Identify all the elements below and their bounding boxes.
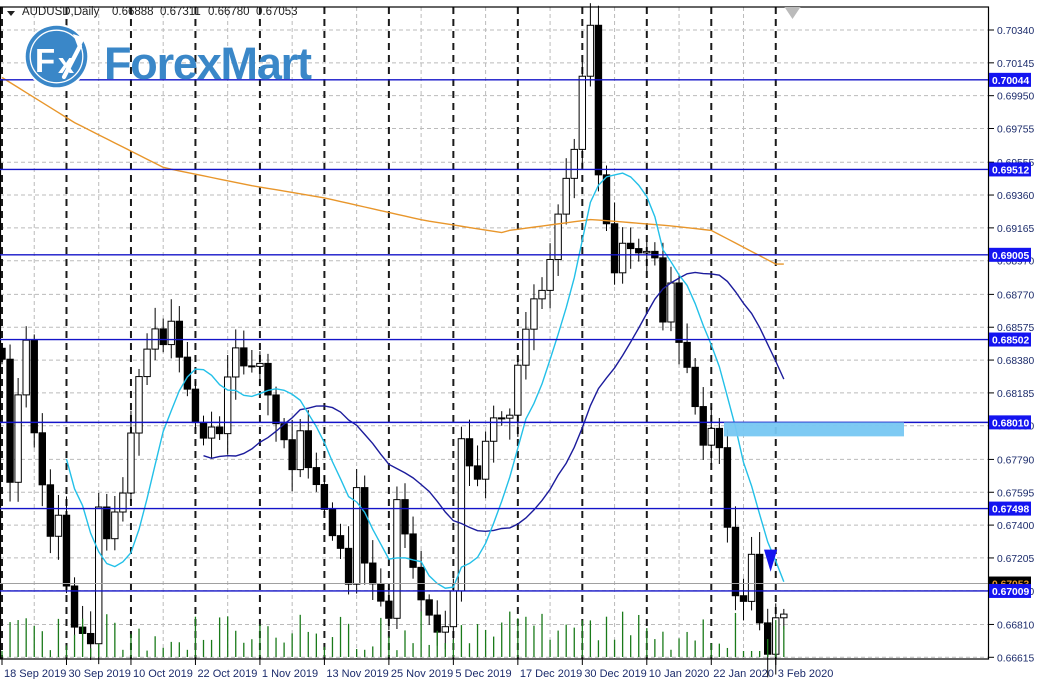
svg-text:0.67498: 0.67498: [992, 505, 1029, 516]
svg-text:10 Jan 2020: 10 Jan 2020: [649, 668, 710, 679]
svg-text:30 Sep 2019: 30 Sep 2019: [68, 668, 130, 679]
svg-text:22 Oct 2019: 22 Oct 2019: [197, 668, 257, 679]
svg-text:17 Dec 2019: 17 Dec 2019: [520, 668, 582, 679]
svg-text:10 Oct 2019: 10 Oct 2019: [133, 668, 193, 679]
svg-text:ForexMart: ForexMart: [104, 38, 312, 89]
svg-text:0.69360: 0.69360: [997, 191, 1034, 202]
svg-text:30 Dec 2019: 30 Dec 2019: [584, 668, 646, 679]
svg-text:0.70145: 0.70145: [997, 59, 1034, 70]
svg-text:0.67009: 0.67009: [992, 587, 1029, 598]
svg-text:0.69512: 0.69512: [992, 165, 1029, 176]
svg-text:0.69755: 0.69755: [997, 125, 1034, 136]
svg-text:0.67205: 0.67205: [997, 554, 1034, 565]
svg-text:0.69005: 0.69005: [992, 251, 1029, 262]
svg-text:25 Nov 2019: 25 Nov 2019: [391, 668, 453, 679]
svg-text:3 Feb 2020: 3 Feb 2020: [778, 668, 834, 679]
svg-text:0.66615: 0.66615: [997, 653, 1034, 664]
svg-text:18 Sep 2019: 18 Sep 2019: [4, 668, 66, 679]
svg-text:22 Jan 2020: 22 Jan 2020: [713, 668, 774, 679]
svg-text:0.66810: 0.66810: [997, 620, 1034, 631]
svg-text:F: F: [35, 42, 55, 79]
svg-text:0.67595: 0.67595: [997, 488, 1034, 499]
svg-text:0.70044: 0.70044: [992, 76, 1029, 87]
svg-text:0.69165: 0.69165: [997, 224, 1034, 235]
svg-text:1 Nov 2019: 1 Nov 2019: [262, 668, 318, 679]
svg-text:0.66780: 0.66780: [208, 6, 250, 18]
svg-text:0.67311: 0.67311: [160, 6, 201, 18]
svg-text:0.67790: 0.67790: [997, 455, 1034, 466]
svg-text:0.67400: 0.67400: [997, 521, 1034, 532]
svg-text:0.68770: 0.68770: [997, 290, 1034, 301]
svg-text:0.66888: 0.66888: [112, 6, 154, 18]
svg-text:AUDUSD,Daily: AUDUSD,Daily: [22, 6, 100, 18]
svg-text:5 Dec 2019: 5 Dec 2019: [455, 668, 511, 679]
svg-text:0.69950: 0.69950: [997, 92, 1034, 103]
svg-text:0.68380: 0.68380: [997, 356, 1034, 367]
svg-text:0.70340: 0.70340: [997, 26, 1034, 37]
svg-text:13 Nov 2019: 13 Nov 2019: [326, 668, 388, 679]
svg-text:0.68010: 0.68010: [992, 418, 1029, 429]
svg-text:0.68502: 0.68502: [992, 336, 1029, 347]
svg-text:0.68185: 0.68185: [997, 389, 1034, 400]
svg-text:0.67053: 0.67053: [256, 6, 298, 18]
